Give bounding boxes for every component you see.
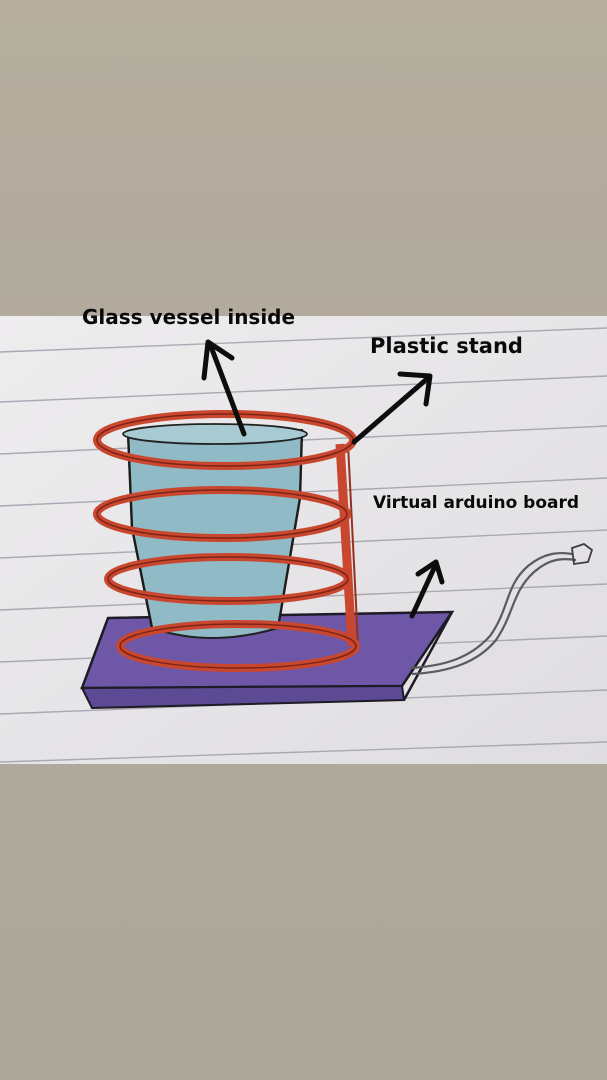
glass-vessel-label: Glass vessel inside: [82, 305, 296, 329]
arduino-board-arrow: [409, 561, 439, 619]
sketch-drawing: [0, 316, 607, 764]
arduino-board-drawing: [80, 610, 455, 710]
glass-vessel-arrowhead: [201, 339, 235, 381]
sketch-photo: [0, 316, 607, 764]
annotation-arrows: [201, 339, 445, 619]
usb-cable: [409, 542, 594, 676]
arduino-board-arrowhead: [415, 559, 445, 585]
plastic-stand-label: Plastic stand: [370, 334, 523, 358]
glass-vessel-arrow: [207, 341, 247, 437]
arduino-board-label: Virtual arduino board: [373, 493, 580, 513]
plastic-stand-arrow: [351, 375, 431, 445]
plastic-stand-arrowhead: [397, 371, 433, 407]
plastic-stand-drawing: [93, 410, 360, 672]
